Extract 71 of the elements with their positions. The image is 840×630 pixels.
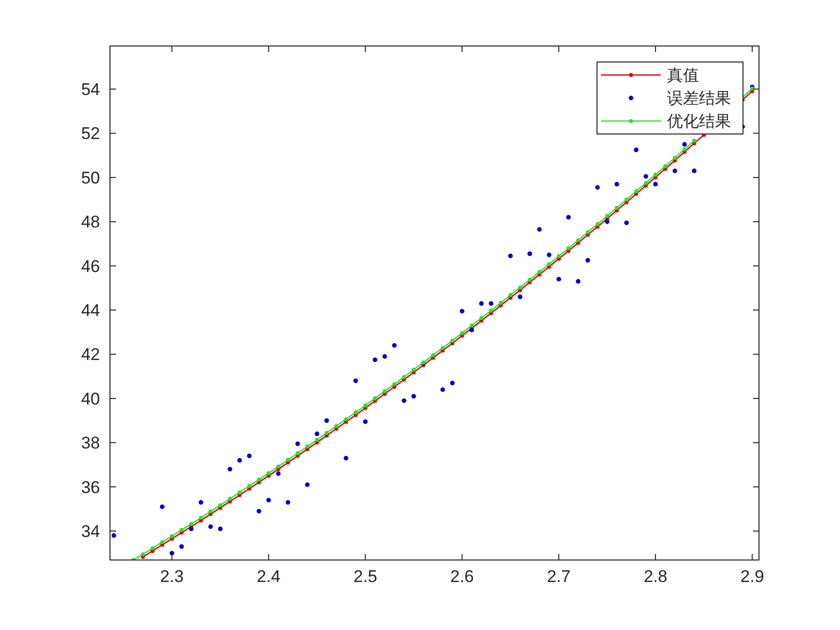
y-tick-label: 38 xyxy=(81,434,100,453)
point xyxy=(479,301,484,306)
point xyxy=(372,357,378,362)
point xyxy=(266,498,271,502)
x-tick-label: 2.4 xyxy=(256,567,280,586)
point xyxy=(246,454,252,458)
x-tick-label: 2.5 xyxy=(354,567,378,586)
y-tick-label: 48 xyxy=(81,212,100,232)
point xyxy=(634,148,638,152)
point xyxy=(237,458,242,463)
point xyxy=(537,227,542,232)
point xyxy=(595,185,600,190)
y-tick-label: 36 xyxy=(81,478,100,497)
x-tick-label: 2.8 xyxy=(644,567,668,586)
point xyxy=(314,432,320,436)
point xyxy=(614,182,620,186)
point xyxy=(276,471,281,476)
point xyxy=(576,279,580,284)
point xyxy=(672,168,678,174)
point xyxy=(604,219,610,224)
point xyxy=(208,524,213,529)
x-tick-label: 2.7 xyxy=(546,567,571,586)
point xyxy=(488,301,494,306)
point xyxy=(508,254,513,258)
point xyxy=(160,504,165,510)
point xyxy=(527,251,532,256)
point xyxy=(179,544,184,549)
point xyxy=(295,441,300,446)
point xyxy=(228,466,232,472)
point xyxy=(305,482,310,487)
x-tick-label: 2.9 xyxy=(740,567,764,586)
point xyxy=(518,294,522,300)
y-tick-label: 44 xyxy=(81,301,100,320)
point xyxy=(692,168,696,174)
point xyxy=(286,500,290,505)
point xyxy=(112,533,116,538)
y-tick-label: 42 xyxy=(81,345,100,364)
point xyxy=(382,354,387,359)
point xyxy=(682,142,687,147)
point xyxy=(353,378,358,384)
y-tick-label: 50 xyxy=(81,168,100,188)
y-tick-label: 46 xyxy=(81,256,100,276)
legend-label: 优化结果 xyxy=(667,112,731,131)
point xyxy=(450,380,455,386)
point xyxy=(440,387,446,392)
point xyxy=(344,456,348,460)
point xyxy=(363,419,368,424)
point xyxy=(586,258,590,263)
x-tick-label: 2.3 xyxy=(160,567,184,586)
point xyxy=(546,252,552,258)
point xyxy=(624,220,629,226)
point xyxy=(411,394,416,399)
point xyxy=(324,418,329,423)
legend-label: 误差结果 xyxy=(667,90,731,108)
x-tick-label: 2.6 xyxy=(450,567,474,586)
point xyxy=(188,526,194,532)
point xyxy=(256,508,262,514)
y-tick-label: 40 xyxy=(81,389,100,408)
point xyxy=(566,214,571,220)
point xyxy=(556,276,562,282)
y-tick-label: 54 xyxy=(81,80,100,100)
legend-label: 真值 xyxy=(667,66,699,85)
point xyxy=(460,308,464,314)
point xyxy=(402,398,406,403)
y-tick-label: 34 xyxy=(81,522,100,541)
point xyxy=(653,182,658,186)
point xyxy=(392,343,397,348)
y-tick-label: 52 xyxy=(81,124,100,144)
point xyxy=(218,526,223,532)
point xyxy=(198,500,204,505)
point xyxy=(644,174,648,179)
